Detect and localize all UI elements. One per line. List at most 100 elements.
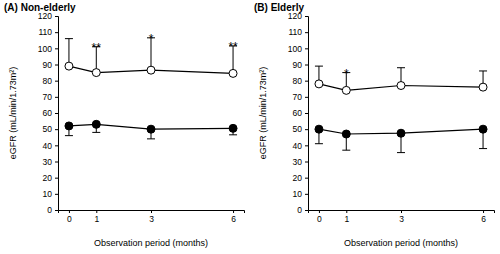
tick-mark (305, 97, 308, 98)
tick-label: 100 (38, 44, 52, 54)
tick-mark (483, 210, 484, 213)
x-axis: 0 1 3 6 (309, 210, 495, 224)
tick: 3 (149, 210, 154, 224)
tick: 30 (293, 157, 308, 167)
tick-label: 3 (399, 214, 404, 224)
tick-mark (69, 210, 70, 213)
tick-mark (55, 97, 58, 98)
tick: 120 (38, 11, 58, 21)
tick-label: 120 (288, 11, 302, 21)
tick-label: 110 (38, 27, 52, 37)
tick: 110 (288, 27, 308, 37)
tick: 50 (293, 124, 308, 134)
marker (479, 83, 487, 91)
tick-mark (55, 145, 58, 146)
tick-mark (55, 178, 58, 179)
error-bar-cap (65, 38, 73, 39)
tick-label: 30 (293, 157, 303, 167)
y-axis: 0 10 20 30 40 50 60 70 80 90 100 110 120 (288, 11, 309, 215)
tick: 80 (43, 76, 58, 86)
tick: 40 (293, 141, 308, 151)
tick-label: 1 (344, 214, 349, 224)
series (315, 125, 487, 152)
tick-mark (55, 32, 58, 33)
annotation: ** (228, 40, 238, 54)
tick-mark (305, 48, 308, 49)
tick-mark (319, 210, 320, 213)
tick-mark (305, 145, 308, 146)
tick-label: 3 (149, 214, 154, 224)
tick: 0 (317, 210, 322, 224)
axis-line (59, 211, 245, 214)
tick-label: 30 (43, 157, 53, 167)
marker (315, 80, 323, 88)
tick-mark (305, 178, 308, 179)
tick: 90 (43, 60, 58, 70)
tick-mark (346, 210, 347, 213)
series (65, 120, 237, 139)
marker (147, 125, 155, 133)
tick-label: 60 (293, 108, 303, 118)
tick-label: 40 (43, 141, 53, 151)
error-bar-cap (315, 143, 323, 144)
tick-label: 50 (293, 124, 303, 134)
error-bar-cap (147, 138, 155, 139)
tick: 0 (297, 205, 308, 215)
tick: 70 (293, 92, 308, 102)
marker (342, 86, 350, 94)
tick: 120 (288, 11, 308, 21)
series (315, 66, 487, 94)
figure: (A) Non-elderly0102030405060708090100110… (0, 0, 500, 254)
tick: 10 (293, 189, 308, 199)
tick: 6 (231, 210, 236, 224)
error-bar-cap (397, 152, 405, 153)
axis-line (309, 211, 495, 214)
tick: 60 (43, 108, 58, 118)
tick-label: 6 (481, 214, 486, 224)
tick-label: 110 (288, 27, 302, 37)
tick: 60 (293, 108, 308, 118)
marker (315, 125, 323, 133)
axis-line (55, 17, 59, 211)
marker (479, 125, 487, 133)
axis-line (305, 17, 309, 211)
tick-label: 10 (43, 189, 53, 199)
tick-mark (55, 194, 58, 195)
marker (229, 69, 237, 77)
tick-label: 20 (43, 173, 53, 183)
tick: 10 (43, 189, 58, 199)
tick: 0 (67, 210, 72, 224)
tick-mark (55, 162, 58, 163)
tick: 1 (344, 210, 349, 224)
tick-mark (151, 210, 152, 213)
plot-area (65, 38, 237, 139)
tick-label: 60 (43, 108, 53, 118)
tick-label: 20 (293, 173, 303, 183)
annotation: * (344, 67, 349, 81)
tick-mark (55, 129, 58, 130)
tick-mark (305, 32, 308, 33)
marker (229, 124, 237, 132)
tick-label: 90 (293, 60, 303, 70)
plot-area (315, 66, 487, 152)
error-bar-cap (229, 134, 237, 135)
tick-label: 0 (67, 214, 72, 224)
tick: 3 (399, 210, 404, 224)
panel: (A) Non-elderly0102030405060708090100110… (4, 2, 245, 248)
marker (397, 82, 405, 90)
panel: (B) Elderly01020304050607080901001101200… (254, 2, 495, 248)
tick: 100 (288, 44, 308, 54)
tick-label: 6 (231, 214, 236, 224)
tick-label: 80 (293, 76, 303, 86)
tick-mark (55, 81, 58, 82)
error-bar-cap (315, 66, 323, 67)
tick-label: 1 (94, 214, 99, 224)
marker (147, 66, 155, 74)
tick-label: 50 (43, 124, 53, 134)
y-axis-title: eGFR (mL/min/1.73m²) (258, 67, 268, 160)
tick-mark (305, 162, 308, 163)
error-bar-cap (65, 135, 73, 136)
tick: 50 (43, 124, 58, 134)
tick: 1 (94, 210, 99, 224)
tick: 0 (47, 205, 58, 215)
